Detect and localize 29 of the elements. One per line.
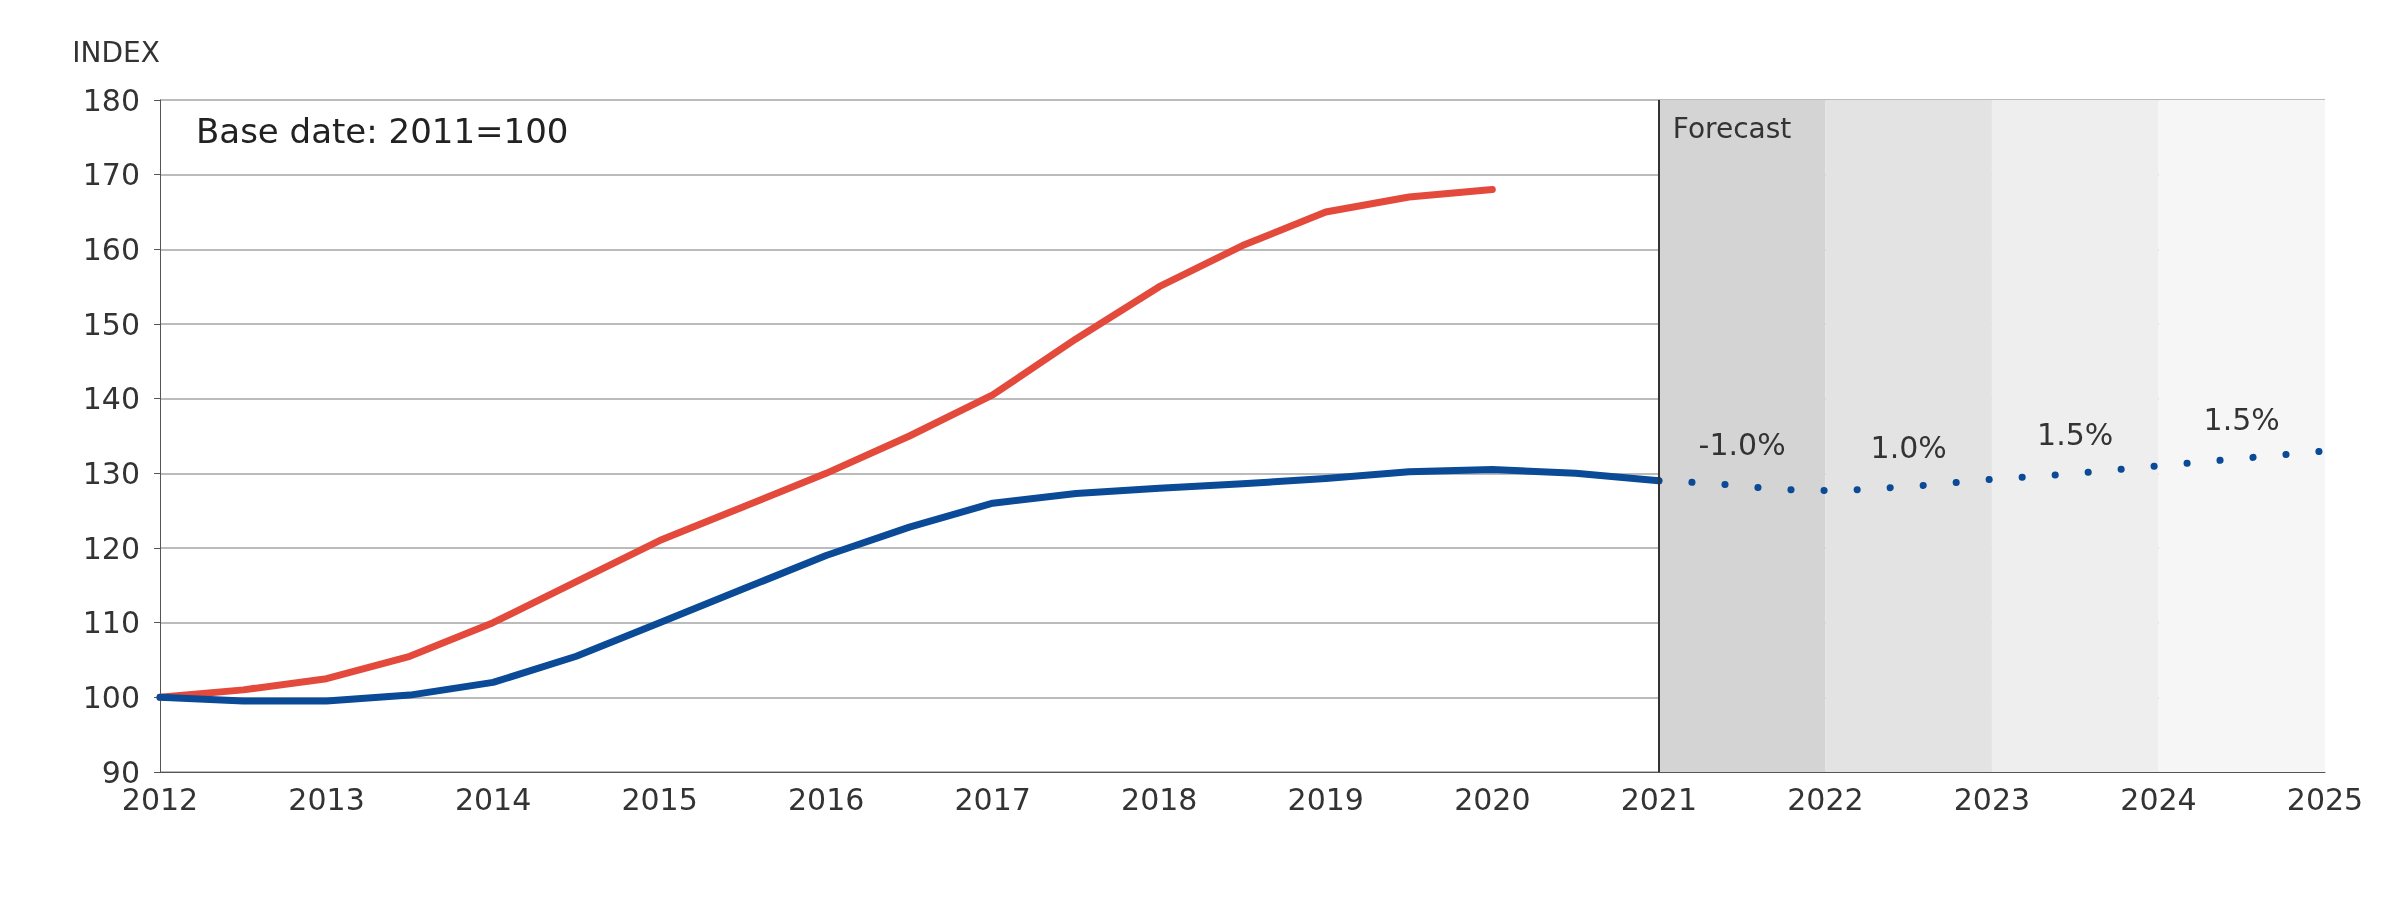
y-axis-title: INDEX (72, 35, 160, 69)
x-tick-label: 2017 (954, 781, 1031, 817)
y-tick-label: 110 (82, 605, 140, 641)
annotation: 1.5% (2203, 402, 2280, 438)
annotation: 1.0% (1870, 430, 1947, 466)
x-tick-label: 2025 (2286, 781, 2364, 817)
y-tick-label: 180 (82, 82, 140, 118)
y-tick-label: 100 (82, 679, 140, 715)
y-tick-label: 130 (82, 455, 140, 491)
x-tick-label: 2021 (1620, 781, 1698, 817)
y-tick-label: 150 (82, 306, 140, 342)
x-tick-label: 2020 (1454, 781, 1531, 817)
annotation: 1.5% (2037, 417, 2114, 453)
x-tick-label: 2018 (1121, 781, 1198, 817)
y-tick-label: 170 (82, 157, 140, 193)
x-tick-label: 2013 (288, 781, 365, 817)
x-tick-label: 2014 (454, 781, 532, 817)
annotation: -1.0% (1698, 427, 1786, 463)
x-tick-label: 2022 (1787, 781, 1864, 817)
x-tick-label: 2019 (1287, 781, 1364, 817)
ref-line-label: Forecast (1672, 111, 1792, 145)
y-tick-label: 140 (82, 381, 140, 417)
annotation: Base date: 2011=100 (196, 111, 569, 151)
x-tick-label: 2023 (1953, 781, 2031, 817)
y-tick-label: 160 (82, 231, 140, 267)
y-tick-label: 120 (82, 530, 140, 566)
x-tick-label: 2016 (787, 781, 865, 817)
x-tick-label: 2024 (2120, 781, 2197, 817)
x-tick-label: 2015 (621, 781, 698, 817)
